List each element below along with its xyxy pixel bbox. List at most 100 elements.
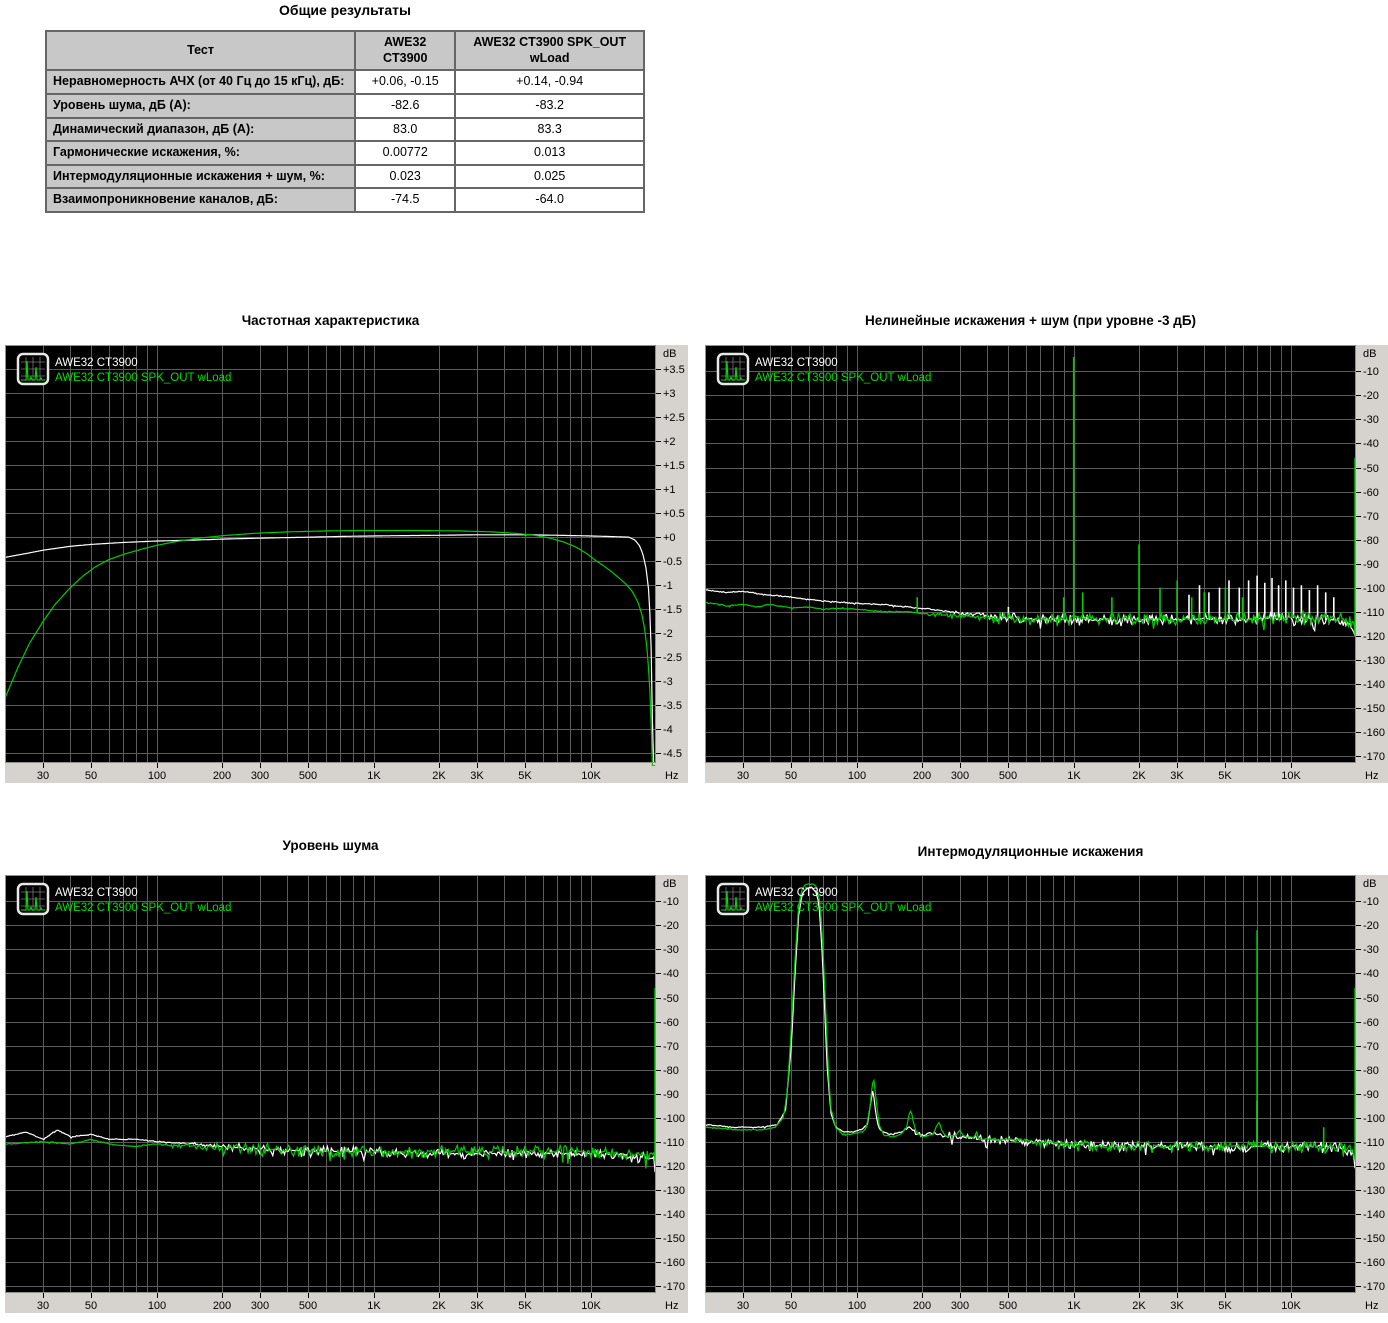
svg-text:-160: -160 <box>663 1257 685 1269</box>
svg-text:-70: -70 <box>1363 1041 1379 1053</box>
svg-text:-160: -160 <box>1363 727 1385 739</box>
legend-item-device2: AWE32 CT3900 SPK_OUT wLoad <box>755 372 931 384</box>
svg-text:-2.5: -2.5 <box>663 652 682 664</box>
svg-text:+1: +1 <box>663 484 676 496</box>
chart-title-frequency-response: Частотная характеристика <box>241 313 420 328</box>
svg-text:-60: -60 <box>1363 487 1379 499</box>
svg-text:-90: -90 <box>1363 1089 1379 1101</box>
svg-text:+2.5: +2.5 <box>663 412 685 424</box>
svg-text:-50: -50 <box>1363 993 1379 1005</box>
svg-text:-150: -150 <box>663 1233 685 1245</box>
svg-text:-50: -50 <box>663 993 679 1005</box>
svg-text:-20: -20 <box>1363 920 1379 932</box>
value-cell: 0.00772 <box>354 140 457 166</box>
col-header-device1: AWE32 CT3900 <box>354 29 457 72</box>
svg-text:-10: -10 <box>1363 896 1379 908</box>
svg-text:-80: -80 <box>663 1065 679 1077</box>
svg-text:-3: -3 <box>663 676 673 688</box>
row-label: Неравномерность АЧХ (от 40 Гц до 15 кГц)… <box>44 69 357 95</box>
svg-text:500: 500 <box>999 770 1017 782</box>
svg-text:300: 300 <box>951 770 969 782</box>
table-row: Неравномерность АЧХ (от 40 Гц до 15 кГц)… <box>44 69 645 95</box>
chart-noise-level: dB -10 -20 -30 -40 -50 -60 -70 -80 -90 -100 -110 -12… <box>4 875 688 1313</box>
legend: AWE32 CT3900 AWE32 CT3900 SPK_OUT wLoad <box>55 357 231 384</box>
row-label: Интермодуляционные искажения + шум, %: <box>44 163 357 190</box>
plot-area <box>705 875 1356 1293</box>
col-header-device2: AWE32 CT3900 SPK_OUT wLoad <box>454 29 645 72</box>
trace-device1 <box>4 534 655 766</box>
value-cell: +0.06, -0.15 <box>354 69 457 95</box>
svg-text:Hz: Hz <box>1365 1300 1378 1312</box>
value-cell: 83.3 <box>454 116 645 143</box>
plot-border <box>705 875 1356 1293</box>
svg-text:300: 300 <box>251 770 269 782</box>
svg-text:+3: +3 <box>663 388 676 400</box>
svg-text:1K: 1K <box>367 770 381 782</box>
svg-text:+3.5: +3.5 <box>663 364 685 376</box>
svg-text:10K: 10K <box>581 770 601 782</box>
summary-table: Тест AWE32 CT3900 AWE32 CT3900 SPK_OUT w… <box>44 29 645 213</box>
svg-text:50: 50 <box>85 770 97 782</box>
chart-title-noise-level: Уровень шума <box>282 838 379 853</box>
legend-item-device1: AWE32 CT3900 <box>55 357 138 369</box>
legend-item-device2: AWE32 CT3900 SPK_OUT wLoad <box>55 372 231 384</box>
trace-device2 <box>704 601 1356 635</box>
row-label: Взаимопроникновение каналов, дБ: <box>44 187 357 213</box>
svg-text:5K: 5K <box>1218 1300 1232 1312</box>
plot-area <box>5 875 656 1293</box>
x-axis-labels: 30 50 100 200 300 500 1K 2K 3K 5K 10K Hz <box>37 763 678 782</box>
svg-text:5K: 5K <box>518 1300 532 1312</box>
svg-text:dB: dB <box>663 348 676 360</box>
trace-device2 <box>4 1138 656 1169</box>
svg-text:2K: 2K <box>432 1300 446 1312</box>
table-row: Интермодуляционные искажения + шум, %: 0… <box>44 163 645 190</box>
svg-text:-90: -90 <box>1363 559 1379 571</box>
svg-text:10K: 10K <box>1281 1300 1301 1312</box>
svg-text:200: 200 <box>213 770 231 782</box>
svg-text:-30: -30 <box>1363 944 1379 956</box>
legend-item-device2: AWE32 CT3900 SPK_OUT wLoad <box>55 902 231 914</box>
svg-text:-130: -130 <box>663 1185 685 1197</box>
svg-text:50: 50 <box>785 1300 797 1312</box>
y-axis-labels: dB -10 -20 -30 -40 -50 -60 -70 -80 -90 -100 -110 -12… <box>656 878 685 1293</box>
svg-text:-40: -40 <box>1363 968 1379 980</box>
svg-text:3K: 3K <box>470 1300 484 1312</box>
svg-text:500: 500 <box>999 1300 1017 1312</box>
spectral-spikes-device1 <box>1007 575 1335 621</box>
svg-text:-60: -60 <box>1363 1017 1379 1029</box>
svg-text:-170: -170 <box>1363 1281 1385 1293</box>
svg-text:-4: -4 <box>663 724 673 736</box>
svg-text:-80: -80 <box>1363 535 1379 547</box>
svg-text:-50: -50 <box>1363 463 1379 475</box>
y-axis-labels: dB -10 -20 -30 -40 -50 -60 -70 -80 -90 -100 -110 -12… <box>1356 348 1385 763</box>
svg-text:-4.5: -4.5 <box>663 748 682 760</box>
svg-text:-150: -150 <box>1363 1233 1385 1245</box>
trace-device1 <box>704 886 1356 1169</box>
svg-text:-40: -40 <box>1363 438 1379 450</box>
row-label: Гармонические искажения, %: <box>44 140 357 166</box>
svg-text:1K: 1K <box>367 1300 381 1312</box>
svg-text:Hz: Hz <box>1365 770 1378 782</box>
x-axis-gutter <box>705 763 1356 783</box>
svg-text:100: 100 <box>148 1300 166 1312</box>
svg-text:200: 200 <box>913 770 931 782</box>
x-axis-gutter <box>705 1293 1356 1313</box>
svg-text:-170: -170 <box>1363 751 1385 763</box>
svg-text:-120: -120 <box>663 1161 685 1173</box>
svg-text:50: 50 <box>785 770 797 782</box>
svg-text:+2: +2 <box>663 436 676 448</box>
svg-text:+0: +0 <box>663 532 676 544</box>
svg-text:dB: dB <box>1363 878 1376 890</box>
table-row: Уровень шума, дБ (А): -82.6 -83.2 <box>44 92 645 119</box>
spectrum-icon <box>16 882 50 916</box>
legend-item-device2: AWE32 CT3900 SPK_OUT wLoad <box>755 902 931 914</box>
value-cell: 0.013 <box>454 140 645 166</box>
grid <box>5 875 656 1293</box>
svg-text:100: 100 <box>848 1300 866 1312</box>
table-row: Динамический диапазон, дБ (А): 83.0 83.3 <box>44 116 645 143</box>
spectrum-icon <box>716 882 750 916</box>
svg-text:-70: -70 <box>1363 511 1379 523</box>
svg-text:500: 500 <box>299 770 317 782</box>
svg-text:-100: -100 <box>1363 583 1385 595</box>
x-axis-gutter <box>5 763 656 783</box>
